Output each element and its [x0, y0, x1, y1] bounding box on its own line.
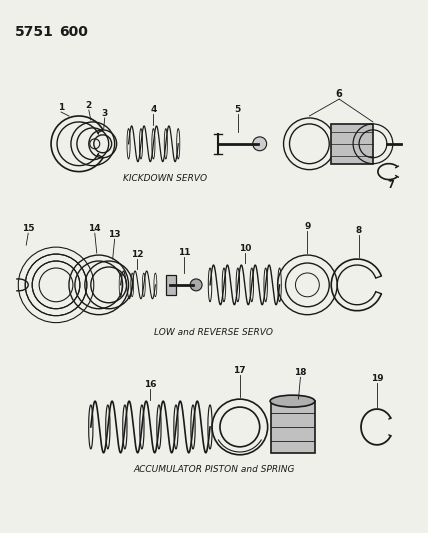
Text: 12: 12 — [131, 250, 144, 259]
Text: 2: 2 — [86, 101, 92, 110]
Text: 18: 18 — [294, 368, 307, 377]
Ellipse shape — [270, 395, 315, 407]
Text: 5: 5 — [235, 105, 241, 114]
Bar — [166, 275, 176, 295]
Text: 4: 4 — [150, 105, 157, 114]
Text: 3: 3 — [101, 109, 108, 118]
Text: 5751: 5751 — [15, 25, 54, 38]
Bar — [270, 401, 315, 453]
Circle shape — [190, 279, 202, 291]
Text: 600: 600 — [59, 25, 88, 38]
Text: 17: 17 — [234, 366, 246, 375]
Text: 11: 11 — [178, 248, 190, 257]
Text: 1: 1 — [58, 103, 64, 112]
Text: 8: 8 — [356, 226, 362, 235]
Text: 15: 15 — [22, 224, 35, 233]
Text: ACCUMULATOR PISTON and SPRING: ACCUMULATOR PISTON and SPRING — [133, 465, 295, 474]
Bar — [331, 124, 373, 164]
Text: 13: 13 — [108, 230, 121, 239]
Text: 14: 14 — [89, 224, 101, 233]
Text: 7: 7 — [387, 180, 394, 190]
Circle shape — [253, 137, 267, 151]
Text: KICKDOWN SERVO: KICKDOWN SERVO — [123, 174, 208, 183]
Text: 16: 16 — [144, 380, 157, 389]
Text: 10: 10 — [239, 244, 251, 253]
Text: LOW and REVERSE SERVO: LOW and REVERSE SERVO — [155, 328, 273, 337]
Text: 9: 9 — [304, 222, 311, 231]
Text: 6: 6 — [336, 89, 342, 99]
Text: 19: 19 — [371, 374, 383, 383]
